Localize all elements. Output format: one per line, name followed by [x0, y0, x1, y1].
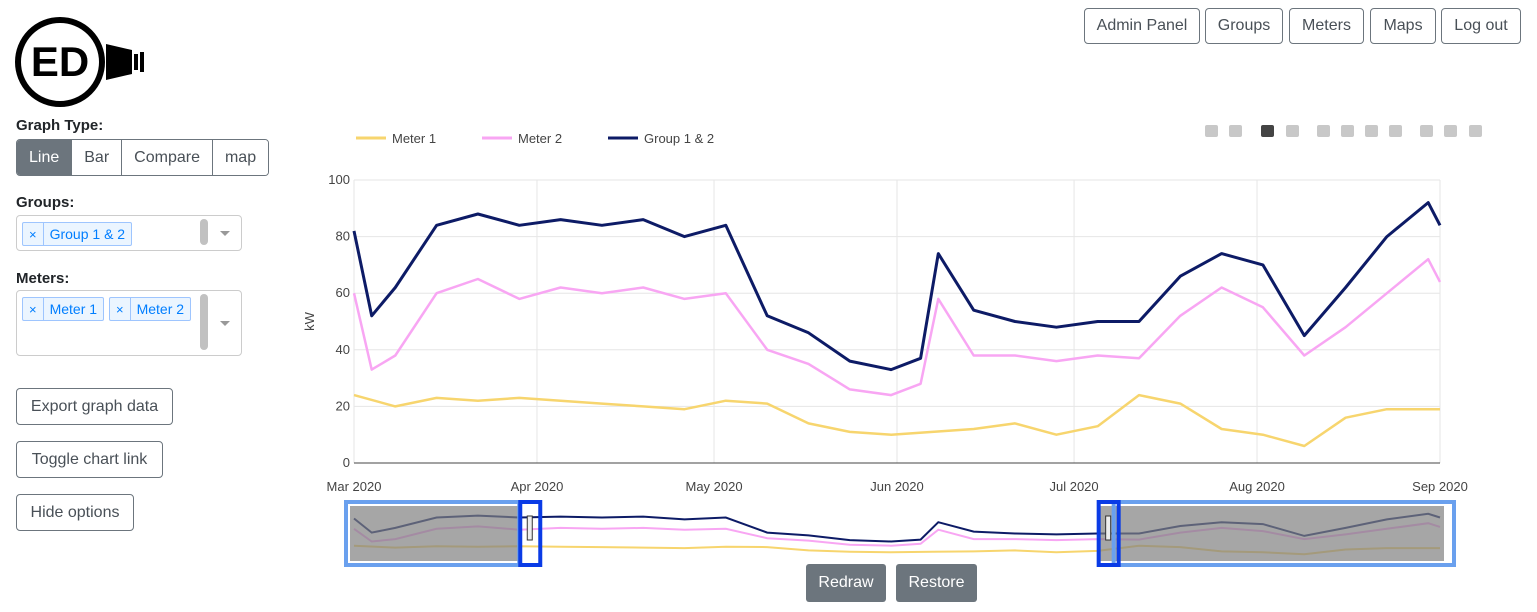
hover-closest-icon[interactable] — [1444, 125, 1457, 137]
zoom-in-icon[interactable] — [1317, 125, 1330, 137]
home-icon-glyph — [1389, 125, 1402, 137]
hide-options-button[interactable]: Hide options — [16, 494, 134, 531]
x-tick-label: Jul 2020 — [1049, 479, 1098, 494]
zoom-icon-glyph — [1261, 125, 1274, 137]
remove-chip-icon[interactable]: × — [23, 298, 44, 320]
y-tick-label: 100 — [328, 172, 350, 187]
legend-label: Meter 1 — [392, 131, 436, 146]
group-chip: × Group 1 & 2 — [22, 222, 133, 246]
meter-chip-2: × Meter 2 — [109, 297, 192, 321]
graph-type-compare[interactable]: Compare — [122, 140, 213, 175]
camera-icon[interactable] — [1205, 125, 1218, 137]
camera-icon-glyph — [1205, 125, 1218, 137]
groups-select[interactable]: × Group 1 & 2 — [16, 215, 242, 251]
graph-type-line[interactable]: Line — [17, 140, 73, 175]
y-tick-label: 20 — [336, 398, 350, 413]
logo[interactable]: ED — [14, 14, 154, 110]
remove-chip-icon[interactable]: × — [23, 223, 44, 245]
home-icon[interactable] — [1389, 125, 1402, 137]
meter-chip-label: Meter 1 — [49, 301, 98, 317]
zoom-out-icon[interactable] — [1341, 125, 1354, 137]
meters-label: Meters: — [16, 270, 70, 287]
scrollbar[interactable] — [200, 294, 208, 350]
save-icon[interactable] — [1229, 125, 1242, 137]
slider-handle[interactable] — [518, 500, 543, 567]
y-tick-label: 0 — [343, 455, 350, 470]
groups-label: Groups: — [16, 194, 75, 211]
groups-button[interactable]: Groups — [1205, 8, 1283, 44]
graph-type-map[interactable]: map — [212, 140, 269, 175]
lightbulb-logo-icon: ED — [15, 17, 144, 107]
grid — [353, 179, 1441, 464]
modebar — [1205, 125, 1482, 137]
export-graph-data-button[interactable]: Export graph data — [16, 388, 173, 425]
maps-button[interactable]: Maps — [1370, 8, 1436, 44]
scrollbar[interactable] — [200, 219, 208, 245]
pan-icon[interactable] — [1286, 125, 1299, 137]
chevron-down-icon[interactable] — [220, 231, 230, 236]
graph-type-label: Graph Type: — [16, 117, 104, 134]
meters-button[interactable]: Meters — [1289, 8, 1364, 44]
log-out-button[interactable]: Log out — [1441, 8, 1521, 44]
slider-grip — [1105, 515, 1112, 541]
y-tick-label: 40 — [336, 342, 350, 357]
zoom-in-icon-glyph — [1317, 125, 1330, 137]
meters-select[interactable]: × Meter 1 × Meter 2 — [16, 290, 242, 356]
slider-mask-right — [1097, 506, 1444, 561]
spike-lines-icon[interactable] — [1420, 125, 1433, 137]
series-line-3 — [352, 201, 1442, 372]
legend-label: Group 1 & 2 — [644, 131, 714, 146]
graph-type-selector: Line Bar Compare map — [16, 139, 270, 176]
autoscale-icon[interactable] — [1365, 125, 1378, 137]
toggle-chart-link-button[interactable]: Toggle chart link — [16, 441, 163, 478]
meter-chip-1: × Meter 1 — [22, 297, 105, 321]
redraw-button[interactable]: Redraw — [806, 564, 886, 602]
zoom-out-icon-glyph — [1341, 125, 1354, 137]
restore-button[interactable]: Restore — [896, 564, 977, 602]
x-tick-label: Aug 2020 — [1229, 479, 1285, 494]
plot-area — [352, 201, 1442, 448]
x-tick-label: Sep 2020 — [1412, 479, 1468, 494]
axes: 0 20 40 60 80 100 Mar 2020 Apr 2020 May 2020 Jun … — [302, 172, 1468, 494]
slider-window-right — [1111, 500, 1456, 567]
chevron-down-icon[interactable] — [220, 321, 230, 326]
y-tick-label: 60 — [336, 285, 350, 300]
graph-type-bar[interactable]: Bar — [72, 140, 123, 175]
hover-closest-icon-glyph — [1444, 125, 1457, 137]
spike-lines-icon-glyph — [1420, 125, 1433, 137]
slider-handle[interactable] — [1096, 500, 1121, 567]
slider-mask-left — [350, 506, 520, 561]
line-chart[interactable]: Meter 1 Meter 2 Group 1 & 2 0 20 40 60 80 100 Ma… — [290, 115, 1490, 575]
x-tick-label: Mar 2020 — [327, 479, 382, 494]
x-tick-label: Apr 2020 — [511, 479, 564, 494]
x-tick-label: May 2020 — [685, 479, 742, 494]
y-axis-label: kW — [302, 311, 317, 331]
save-icon-glyph — [1229, 125, 1242, 137]
legend: Meter 1 Meter 2 Group 1 & 2 — [356, 131, 714, 146]
series-line-2 — [352, 257, 1442, 397]
legend-label: Meter 2 — [518, 131, 562, 146]
slider-grip — [526, 515, 533, 541]
remove-chip-icon[interactable]: × — [110, 298, 131, 320]
admin-panel-button[interactable]: Admin Panel — [1084, 8, 1200, 44]
y-tick-label: 80 — [336, 229, 350, 244]
zoom-icon[interactable] — [1261, 125, 1274, 137]
meter-chip-label: Meter 2 — [136, 301, 185, 317]
x-tick-label: Jun 2020 — [870, 479, 924, 494]
hover-compare-icon[interactable] — [1469, 125, 1482, 137]
autoscale-icon-glyph — [1365, 125, 1378, 137]
logo-text: ED — [31, 38, 89, 85]
hover-compare-icon-glyph — [1469, 125, 1482, 137]
group-chip-label: Group 1 & 2 — [49, 226, 126, 242]
range-slider — [344, 500, 1456, 567]
pan-icon-glyph — [1286, 125, 1299, 137]
